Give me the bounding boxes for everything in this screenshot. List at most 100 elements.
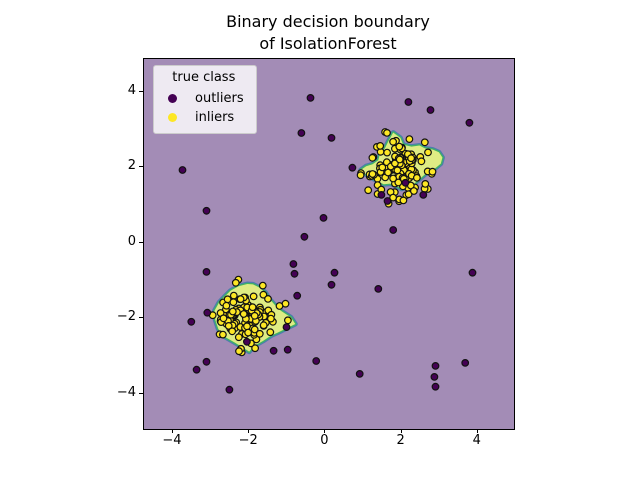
inlier-point (259, 321, 268, 330)
outlier-point (327, 133, 336, 142)
inlier-point (421, 179, 430, 188)
x-tick-mark (172, 429, 173, 433)
outlier-point (289, 260, 298, 268)
inlier-point (376, 141, 385, 150)
outlier-point (330, 268, 339, 277)
inlier-point (364, 186, 373, 195)
outlier-point (203, 308, 212, 317)
outlier-point (355, 370, 364, 378)
inlier-point (389, 137, 398, 146)
y-tick-label: 0 (127, 233, 136, 249)
inlier-point (410, 187, 418, 195)
y-tick-mark (139, 90, 143, 92)
outlier-point (202, 206, 211, 215)
inlier-point (405, 135, 414, 143)
y-tick-mark (139, 317, 143, 319)
inlier-point (239, 310, 248, 318)
outlier-point (348, 163, 357, 172)
inliers-marker-icon (168, 113, 177, 122)
inlier-point (417, 157, 426, 166)
outlier-point (374, 284, 383, 293)
inlier-point (424, 148, 432, 157)
inlier-point (248, 303, 257, 312)
y-tick-mark (139, 241, 143, 243)
outlier-point (468, 268, 477, 277)
inlier-point (218, 330, 227, 339)
x-tick-label: 4 (472, 433, 481, 448)
inlier-point (266, 314, 275, 323)
outlier-point (389, 226, 398, 234)
inlier-point (250, 311, 259, 320)
inlier-point (235, 347, 243, 356)
inlier-point (236, 295, 245, 304)
y-tick-label: −2 (116, 309, 136, 325)
outlier-point (269, 346, 278, 355)
legend-entry-outliers: outliers (162, 89, 244, 108)
x-tick-label: 0 (320, 433, 329, 448)
outlier-point (312, 357, 321, 365)
legend: true class outliers inliers (153, 65, 257, 134)
outlier-point (202, 357, 211, 366)
outlier-point (300, 232, 309, 241)
outlier-point (225, 385, 234, 394)
y-tick-mark (139, 392, 143, 394)
inlier-point (275, 302, 284, 310)
outlier-point (404, 98, 413, 106)
inlier-point (224, 322, 233, 330)
inlier-point (228, 327, 237, 336)
outlier-point (187, 317, 196, 326)
x-tick-mark (400, 429, 402, 433)
inlier-point (393, 166, 402, 175)
x-tick-label: 2 (396, 433, 405, 448)
outlier-point (327, 280, 336, 289)
x-tick-mark (324, 429, 326, 433)
inlier-point (231, 278, 240, 287)
inlier-point (249, 292, 258, 301)
inlier-point (407, 154, 416, 163)
inlier-point (389, 193, 398, 202)
outlier-point (282, 323, 291, 332)
figure-title-line2: of IsolationForest (259, 34, 397, 53)
plot-area: true class outliers inliers (143, 58, 515, 430)
inlier-point (258, 281, 267, 290)
legend-title: true class (172, 70, 236, 85)
outlier-point (430, 373, 439, 381)
outlier-point (461, 359, 470, 367)
inlier-point (250, 325, 259, 334)
inlier-point (234, 333, 243, 342)
inlier-point (219, 314, 228, 323)
inlier-point (255, 329, 264, 338)
inlier-point (413, 173, 421, 182)
inlier-point (229, 298, 238, 307)
legend-entry-inliers: inliers (162, 108, 244, 127)
x-tick-label: −2 (238, 433, 258, 448)
outlier-point (419, 190, 428, 199)
outlier-point (283, 345, 292, 354)
inlier-point (244, 328, 252, 337)
inlier-point (420, 138, 429, 147)
x-tick-label: −4 (162, 433, 182, 448)
inlier-point (428, 167, 437, 176)
inlier-point (378, 163, 387, 172)
inlier-point (356, 171, 365, 180)
outlier-point (297, 129, 306, 137)
y-tick-label: −4 (116, 384, 136, 400)
x-tick-mark (248, 429, 250, 433)
inlier-point (389, 174, 398, 183)
inlier-point (243, 322, 251, 331)
outlier-point (178, 166, 187, 174)
inlier-point (251, 344, 259, 353)
inlier-point (222, 301, 231, 310)
inlier-point (368, 170, 377, 178)
outlier-point (465, 118, 474, 127)
inlier-point (395, 142, 404, 151)
y-tick-mark (139, 166, 143, 168)
outlier-point (431, 382, 440, 391)
x-tick-mark (476, 429, 478, 433)
outlier-point (319, 213, 328, 222)
outlier-point (290, 269, 299, 278)
legend-label-outliers: outliers (195, 91, 244, 106)
legend-label-inliers: inliers (195, 110, 235, 125)
inlier-point (229, 291, 238, 300)
